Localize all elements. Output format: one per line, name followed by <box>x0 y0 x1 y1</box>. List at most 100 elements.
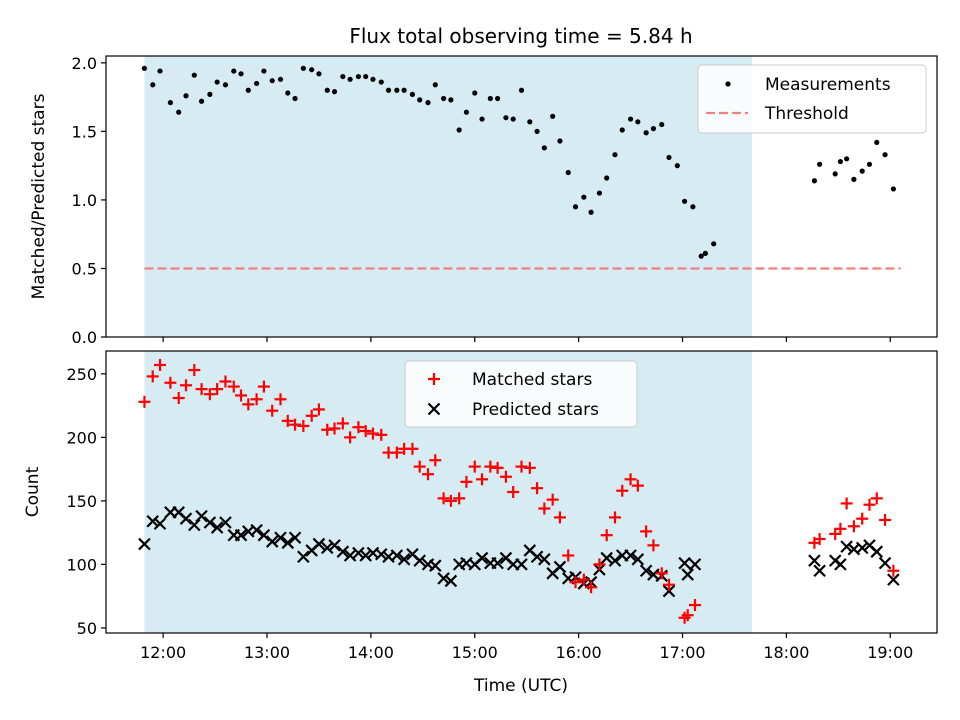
measurement-point <box>851 176 857 182</box>
measurement-point <box>837 158 843 165</box>
matched-point <box>546 493 559 506</box>
measurement-point <box>479 116 485 122</box>
measurement-point <box>832 171 838 177</box>
measurement-point <box>245 87 251 93</box>
top-x-ticks <box>162 337 891 342</box>
matched-point <box>600 529 613 542</box>
legend-predicted-label: Predicted stars <box>472 400 599 420</box>
measurement-point <box>448 97 454 103</box>
x-tick-label: 18:00 <box>763 643 809 662</box>
predicted-point <box>297 550 310 564</box>
measurement-point <box>157 68 163 74</box>
measurement-point <box>550 113 556 119</box>
x-tick-label: 15:00 <box>452 643 498 662</box>
measurement-point <box>150 82 156 88</box>
predicted-point <box>840 540 853 553</box>
legend-x-glyph <box>427 402 441 416</box>
measurement-point <box>650 126 657 132</box>
predicted-point <box>631 553 645 566</box>
matched-point <box>887 564 900 577</box>
matched-point <box>195 383 208 396</box>
measurement-point <box>309 67 315 73</box>
predicted-point <box>662 584 676 598</box>
measurement-point <box>385 87 392 93</box>
y-tick-label: 200 <box>66 428 97 447</box>
matched-point <box>366 427 379 440</box>
matched-point <box>616 484 629 497</box>
matched-point <box>289 418 302 431</box>
predicted-point <box>808 554 821 567</box>
matched-point <box>577 573 590 586</box>
predicted-point <box>491 556 504 570</box>
predicted-point <box>234 528 248 542</box>
matched-point <box>305 409 318 422</box>
matched-point <box>515 460 528 473</box>
matched-point <box>413 460 426 473</box>
matched-point <box>453 492 466 505</box>
measurement-point <box>866 161 873 167</box>
measurement-point <box>425 100 431 106</box>
matched-point <box>227 380 240 393</box>
matched-point <box>593 558 606 571</box>
matched-point <box>663 578 676 591</box>
measurement-point <box>581 194 587 200</box>
matched-point <box>375 428 388 441</box>
legend-matched-label: Matched stars <box>472 370 592 390</box>
matched-point <box>429 454 442 467</box>
predicted-point <box>639 564 653 578</box>
matched-point <box>359 425 372 438</box>
legend-measurements-label: Measurements <box>765 75 891 95</box>
predicted-point <box>195 509 208 523</box>
predicted-point <box>138 537 151 551</box>
measurement-point <box>711 241 717 247</box>
measurement-point <box>890 186 896 192</box>
bottom-x-axis: 12:00 13:00 14:00 15:00 16:00 17:00 18:00 19:00 <box>140 633 913 662</box>
measurements-series <box>141 65 896 259</box>
predicted-point <box>813 564 826 578</box>
measurement-point <box>378 79 384 85</box>
predicted-point <box>288 531 302 545</box>
matched-point <box>640 525 653 538</box>
matched-point <box>631 479 644 492</box>
measurement-point <box>541 145 547 151</box>
count-panel: 50 100 150 200 250 12:00 13:00 14:00 15:00 16:00… <box>23 350 938 696</box>
matched-point <box>281 414 294 427</box>
y-tick-label: 50 <box>77 619 97 638</box>
matched-point <box>422 468 435 481</box>
predicted-point <box>390 549 404 562</box>
measurement-point <box>627 116 634 122</box>
measurement-point <box>518 87 525 93</box>
matched-point <box>390 446 403 459</box>
matched-point <box>813 533 826 545</box>
matched-point <box>688 599 701 612</box>
measurement-point <box>324 87 330 93</box>
predicted-point <box>281 536 295 550</box>
matched-point <box>681 609 694 622</box>
measurement-point <box>331 89 338 95</box>
predicted-point <box>444 574 458 588</box>
matched-point <box>834 522 847 535</box>
measurement-point <box>370 76 376 82</box>
top-axes-frame <box>105 55 938 338</box>
measurement-point <box>340 73 346 80</box>
matched-point <box>499 470 512 483</box>
matched-point <box>538 502 551 515</box>
measurement-point <box>191 72 197 78</box>
predicted-point <box>188 518 201 532</box>
matched-point <box>154 358 167 371</box>
x-tick-label: 13:00 <box>244 643 290 662</box>
measurement-point <box>207 91 213 97</box>
matched-point <box>328 422 341 435</box>
matched-point <box>655 567 668 580</box>
legend-plus-glyph <box>428 373 440 385</box>
legend-threshold-label: Threshold <box>764 104 849 124</box>
predicted-point <box>397 553 411 566</box>
measurement-point <box>417 97 423 103</box>
matched-point <box>179 379 192 392</box>
measurement-point <box>198 98 205 104</box>
measurement-point <box>222 82 229 88</box>
matched-point <box>164 376 177 389</box>
predicted-point <box>320 541 334 555</box>
matched-point <box>336 417 349 430</box>
measurement-point <box>882 152 888 158</box>
